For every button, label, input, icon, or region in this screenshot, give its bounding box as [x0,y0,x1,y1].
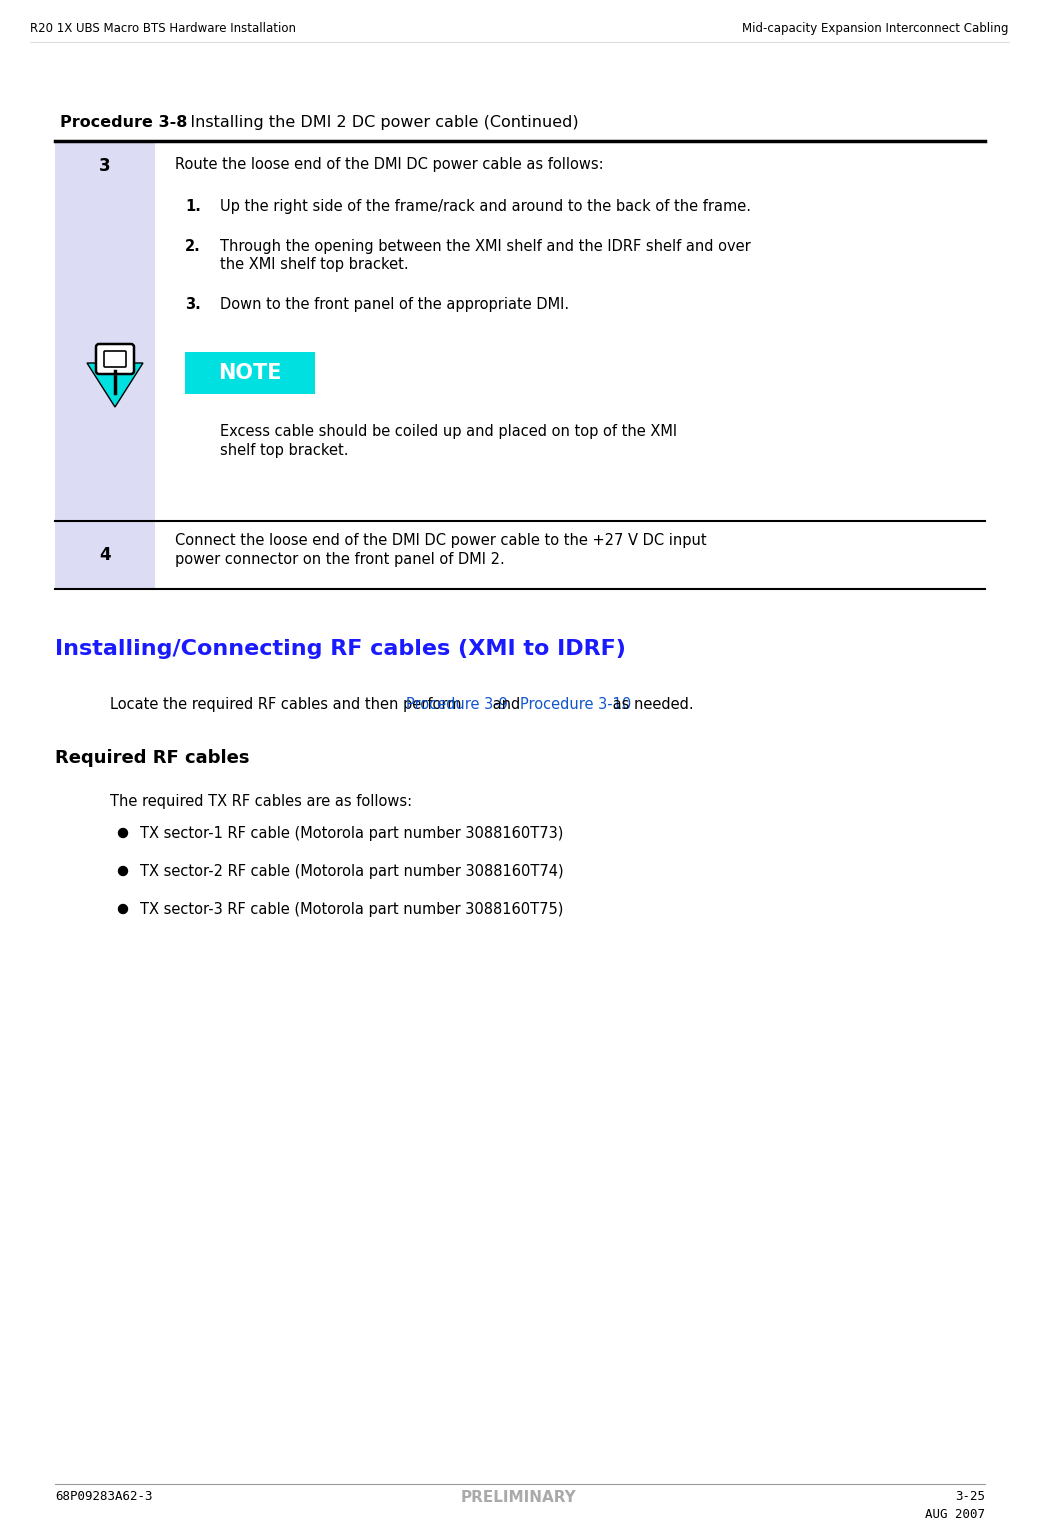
Text: TX sector-2 RF cable (Motorola part number 3088160T74): TX sector-2 RF cable (Motorola part numb… [140,864,563,880]
Text: Locate the required RF cables and then perform: Locate the required RF cables and then p… [110,696,467,712]
Text: 4: 4 [99,547,111,563]
Text: Installing/Connecting RF cables (XMI to IDRF): Installing/Connecting RF cables (XMI to … [55,638,625,660]
Text: 3.: 3. [185,296,201,312]
Polygon shape [87,363,143,408]
Text: NOTE: NOTE [218,363,282,383]
Text: Up the right side of the frame/rack and around to the back of the frame.: Up the right side of the frame/rack and … [220,199,751,214]
Text: shelf top bracket.: shelf top bracket. [220,443,348,458]
Text: Procedure 3-9: Procedure 3-9 [406,696,508,712]
Text: Installing the DMI 2 DC power cable (Continued): Installing the DMI 2 DC power cable (Con… [175,115,579,130]
Text: Required RF cables: Required RF cables [55,750,249,767]
Text: Through the opening between the XMI shelf and the IDRF shelf and over: Through the opening between the XMI shel… [220,240,751,253]
Text: as needed.: as needed. [608,696,693,712]
Circle shape [118,866,128,875]
Bar [55,521,155,589]
Text: Connect the loose end of the DMI DC power cable to the +27 V DC input: Connect the loose end of the DMI DC powe… [175,533,707,548]
Text: R20 1X UBS Macro BTS Hardware Installation: R20 1X UBS Macro BTS Hardware Installati… [30,21,296,35]
Text: Procedure 3-10: Procedure 3-10 [520,696,631,712]
Text: The required TX RF cables are as follows:: The required TX RF cables are as follows… [110,794,412,809]
Text: Procedure 3-8: Procedure 3-8 [60,115,187,130]
Bar [185,353,315,394]
Text: Mid-capacity Expansion Interconnect Cabling: Mid-capacity Expansion Interconnect Cabl… [743,21,1009,35]
Text: Route the loose end of the DMI DC power cable as follows:: Route the loose end of the DMI DC power … [175,157,604,173]
Text: 3: 3 [99,157,111,176]
Text: Down to the front panel of the appropriate DMI.: Down to the front panel of the appropria… [220,296,569,312]
Text: 2.: 2. [185,240,201,253]
Text: AUG 2007: AUG 2007 [925,1509,985,1521]
Text: TX sector-3 RF cable (Motorola part number 3088160T75): TX sector-3 RF cable (Motorola part numb… [140,902,563,918]
Text: PRELIMINARY: PRELIMINARY [461,1490,577,1506]
Text: and: and [488,696,525,712]
Circle shape [118,829,128,837]
Text: 3-25: 3-25 [955,1490,985,1503]
Bar [55,140,155,521]
Text: TX sector-1 RF cable (Motorola part number 3088160T73): TX sector-1 RF cable (Motorola part numb… [140,826,563,841]
Text: 68P09283A62-3: 68P09283A62-3 [55,1490,153,1503]
Text: 1.: 1. [185,199,201,214]
Circle shape [118,904,128,913]
Text: the XMI shelf top bracket.: the XMI shelf top bracket. [220,257,408,272]
Text: power connector on the front panel of DMI 2.: power connector on the front panel of DM… [175,551,505,567]
Text: Excess cable should be coiled up and placed on top of the XMI: Excess cable should be coiled up and pla… [220,425,677,438]
FancyBboxPatch shape [96,344,134,374]
FancyBboxPatch shape [104,351,126,366]
